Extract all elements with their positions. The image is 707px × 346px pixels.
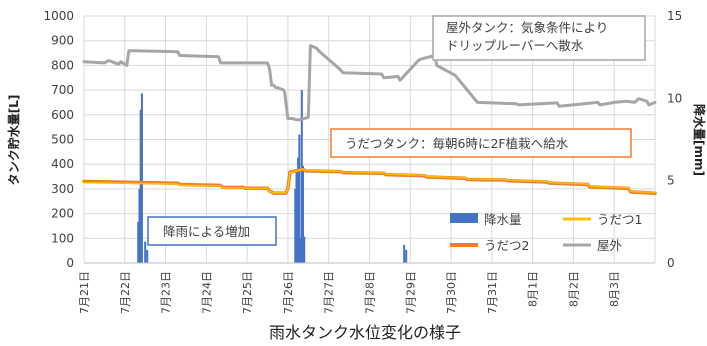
x-tick-label: 7月26日 — [282, 271, 295, 314]
legend-label: 降水量 — [484, 212, 522, 227]
x-tick-label: 7月31日 — [486, 271, 499, 314]
y-tick-label: 1000 — [43, 9, 74, 23]
y-tick-label: 300 — [51, 182, 74, 196]
rain-bar — [297, 157, 300, 263]
annotation-outdoor-box — [432, 15, 646, 61]
y-tick-label: 700 — [51, 83, 74, 97]
rain-bar — [300, 90, 303, 263]
rain-bar — [146, 249, 149, 263]
legend-label: うだつ2 — [484, 238, 529, 253]
legend-swatch-rain — [450, 213, 478, 223]
rain-bar — [138, 188, 141, 263]
x-tick-labels: 7月21日 7月22日 7月23日 7月24日 7月25日 7月26日 7月27日 7月28日… — [78, 271, 621, 314]
chart-title: 雨水タンク水位変化の様子 — [269, 323, 461, 342]
x-tick-label: 7月25日 — [241, 271, 254, 314]
annotation-udatsu-box — [330, 128, 632, 158]
y2-tick-label: 10 — [667, 91, 682, 105]
x-tick-label: 7月29日 — [404, 271, 417, 314]
x-tick-label: 7月21日 — [78, 271, 91, 314]
x-tick-label: 8月3日 — [608, 271, 621, 307]
y-tick-label: 900 — [51, 34, 74, 48]
x-tick-label: 7月27日 — [323, 271, 336, 314]
y2-tick-label: 15 — [667, 9, 682, 23]
x-tick-label: 7月22日 — [119, 271, 132, 314]
annotation-rain-box — [147, 216, 277, 246]
y2-tick-label: 5 — [667, 174, 675, 188]
rain-bar — [302, 165, 305, 263]
y-tick-label: 400 — [51, 157, 74, 171]
y-tick-label: 600 — [51, 108, 74, 122]
right-y-ticks: 0 5 10 15 — [667, 9, 682, 270]
x-tick-label: 8月2日 — [567, 271, 580, 307]
annotation-outdoor-text: ドリップルーバーへ散水 — [446, 38, 584, 53]
y-tick-label: 100 — [51, 231, 74, 245]
y2-axis-label: 降水量[mm] — [692, 104, 707, 176]
y-tick-label: 0 — [66, 256, 74, 270]
x-tick-label: 7月23日 — [160, 271, 173, 314]
series-line-udatsu1 — [83, 168, 656, 194]
rain-bar — [303, 236, 306, 263]
rain-bar — [137, 221, 140, 263]
x-tick-label: 8月1日 — [527, 271, 540, 307]
annotation-udatsu-text: うだつタンク：毎朝6時に2F植栽へ給水 — [345, 136, 569, 151]
rain-bar — [144, 241, 147, 263]
rain-bar — [139, 109, 142, 263]
annotation-rain-text: 降雨による増加 — [163, 224, 250, 239]
legend-label: 屋外 — [597, 238, 623, 253]
left-y-ticks: 0 100 200 300 400 500 600 700 800 900 1000 — [43, 9, 74, 270]
annotation-outdoor-text: 屋外タンク：気象条件により — [446, 20, 608, 35]
series-line-outdoor — [82, 44, 657, 122]
rain-bar — [299, 238, 302, 263]
rain-bar — [298, 134, 301, 263]
legend-label: うだつ1 — [597, 212, 642, 227]
y-axis-label: タンク貯水量[L] — [6, 95, 21, 186]
legend: 降水量 うだつ1 うだつ2 屋外 — [450, 212, 642, 253]
x-tick-label: 7月24日 — [200, 271, 213, 314]
y2-tick-label: 0 — [667, 256, 675, 270]
rain-bar — [405, 249, 408, 263]
rain-bar — [295, 172, 298, 263]
series-lines — [82, 44, 657, 196]
x-tick-label: 7月28日 — [364, 271, 377, 314]
x-tick-label: 7月30日 — [445, 271, 458, 314]
annotations: 屋外タンク：気象条件によりドリップルーバーへ散水うだつタンク：毎朝6時に2F植栽… — [147, 15, 646, 246]
rain-bar — [140, 93, 143, 263]
rain-bar — [294, 188, 297, 263]
y-tick-label: 200 — [51, 207, 74, 221]
y-tick-label: 800 — [51, 58, 74, 72]
rain-bars — [137, 90, 408, 263]
y-tick-label: 500 — [51, 133, 74, 147]
rain-bar — [403, 244, 406, 263]
